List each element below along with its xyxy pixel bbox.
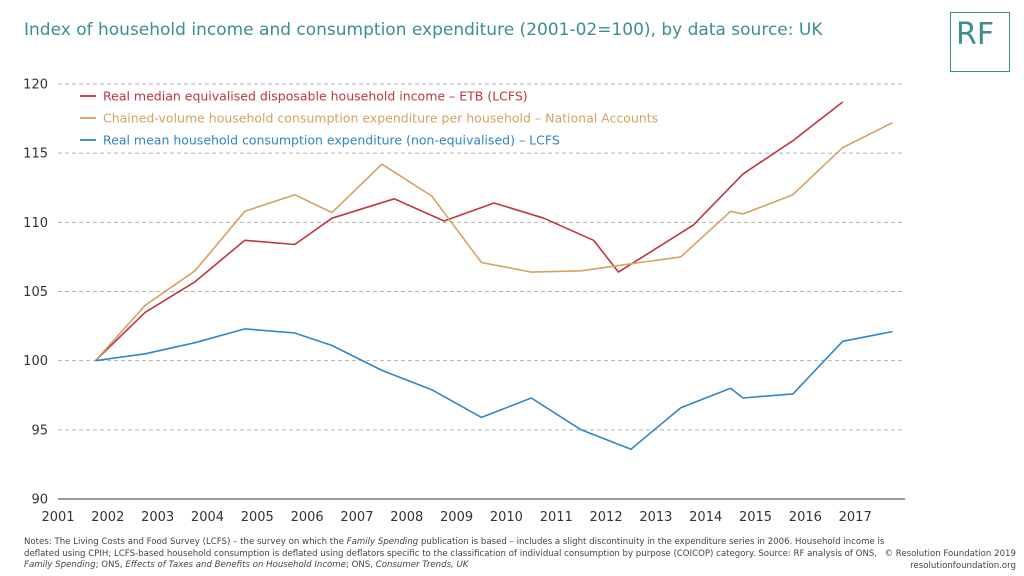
x-tick-label: 2012 xyxy=(590,510,623,525)
chart-notes: Notes: The Living Costs and Food Survey … xyxy=(24,537,894,572)
y-tick-label: 95 xyxy=(31,423,48,438)
series-line-3 xyxy=(95,328,893,451)
x-tick-label: 2014 xyxy=(689,510,722,525)
x-tick-label: 2009 xyxy=(440,510,473,525)
copyright-line: © Resolution Foundation 2019 xyxy=(884,549,1016,559)
notes-source-title: Family Spending xyxy=(346,537,419,547)
x-tick-label: 2007 xyxy=(340,510,373,525)
x-tick-label: 2011 xyxy=(540,510,573,525)
notes-text: Notes: The Living Costs and Food Survey … xyxy=(24,537,347,547)
series-line-1 xyxy=(94,101,844,362)
notes-source-title: Family Spending xyxy=(24,560,96,570)
notes-text: publication is based – includes a slight… xyxy=(24,537,885,559)
y-tick-label: 105 xyxy=(23,285,48,300)
line-chart: 90 95 100 105 110 115 120 2001 2002 2003 2004 2005 2… xyxy=(23,78,905,525)
notes-source-title: Effects of Taxes and Benefits on Househo… xyxy=(125,560,346,570)
x-tick-label: 2002 xyxy=(91,510,124,525)
notes-text: ; ONS, xyxy=(95,560,126,570)
y-tick-label: 90 xyxy=(31,493,48,508)
legend-label: Real median equivalised disposable house… xyxy=(103,89,528,104)
y-tick-label: 110 xyxy=(23,216,48,231)
x-tick-label: 2005 xyxy=(241,510,274,525)
rf-logo: RF xyxy=(950,12,1010,72)
legend: Real median equivalised disposable house… xyxy=(80,89,658,148)
legend-label: Real mean household consumption expendit… xyxy=(103,133,560,148)
y-tick-label: 115 xyxy=(23,147,48,162)
x-tick-label: 2017 xyxy=(839,510,872,525)
x-tick-label: 2013 xyxy=(639,510,672,525)
series-lines xyxy=(94,101,893,451)
logo-text: RF xyxy=(956,17,995,52)
series-line-2 xyxy=(94,121,893,362)
copyright: © Resolution Foundation 2019 resolutionf… xyxy=(884,549,1016,572)
x-tick-label: 2010 xyxy=(490,510,523,525)
axes: 90 95 100 105 110 115 120 2001 2002 2003 2004 2005 2… xyxy=(23,78,905,525)
chart-title: Index of household income and consumptio… xyxy=(24,20,823,40)
x-tick-label: 2004 xyxy=(191,510,224,525)
gridlines xyxy=(58,83,905,431)
x-tick-label: 2008 xyxy=(390,510,423,525)
notes-text: ; ONS, xyxy=(345,560,376,570)
y-tick-label: 120 xyxy=(23,78,48,93)
x-tick-label: 2015 xyxy=(739,510,772,525)
x-tick-label: 2016 xyxy=(789,510,822,525)
notes-source-title: Consumer Trends, UK xyxy=(375,560,469,570)
x-tick-label: 2001 xyxy=(41,510,74,525)
x-tick-label: 2006 xyxy=(291,510,324,525)
legend-label: Chained-volume household consumption exp… xyxy=(103,111,658,126)
y-tick-label: 100 xyxy=(23,354,48,369)
x-tick-label: 2003 xyxy=(141,510,174,525)
website-line: resolutionfoundation.org xyxy=(910,560,1016,571)
